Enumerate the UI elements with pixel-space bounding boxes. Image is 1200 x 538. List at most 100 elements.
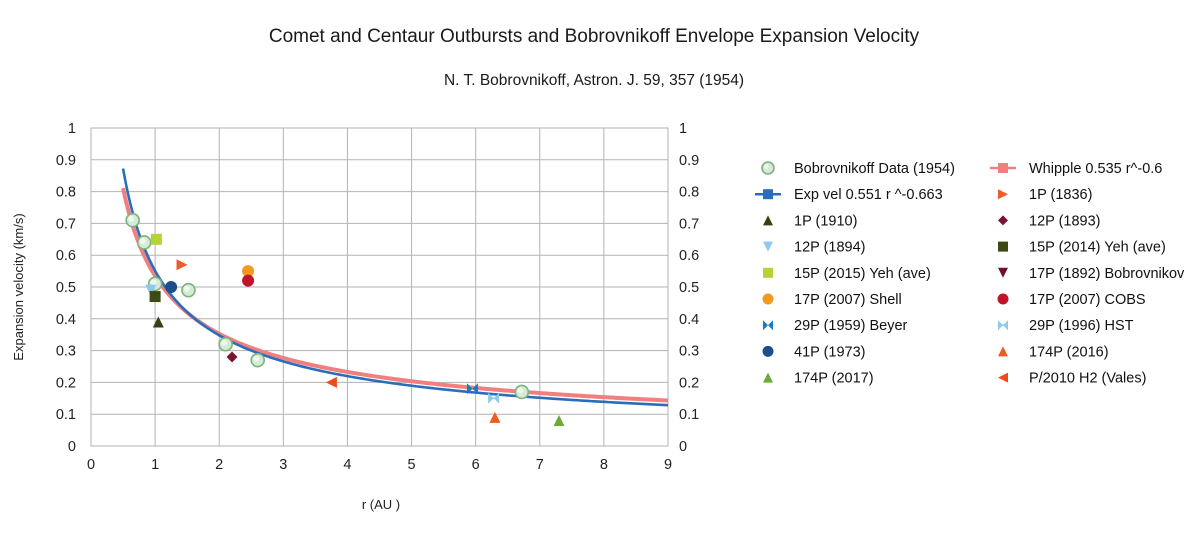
legend-marker — [998, 241, 1008, 252]
y-tick-label-left: 1 — [68, 121, 76, 137]
legend-label: 12P (1893) — [1029, 213, 1100, 229]
legend-marker — [763, 241, 773, 252]
legend-marker — [763, 215, 773, 226]
legend-marker — [998, 267, 1008, 278]
legend-marker — [762, 345, 774, 357]
y-tick-label-right: 0.6 — [679, 248, 699, 264]
x-tick-label: 0 — [87, 457, 95, 473]
legend-label: 17P (1892) Bobrovnikov — [1029, 266, 1185, 282]
legend-label: 1P (1910) — [794, 213, 857, 229]
y-tick-label-left: 0.5 — [56, 280, 76, 296]
legend-item: 1P (1910) — [763, 213, 857, 229]
y-tick-label-left: 0.1 — [56, 407, 76, 423]
legend-label: 29P (1959) Beyer — [794, 318, 908, 334]
legend-item: 15P (2015) Yeh (ave) — [763, 266, 931, 282]
legend-item: Bobrovnikoff Data (1954) — [761, 161, 955, 177]
x-tick-label: 7 — [536, 457, 544, 473]
data-point-0 — [250, 352, 265, 368]
y-tick-label-right: 0.8 — [679, 185, 699, 201]
x-tick-label: 6 — [472, 457, 480, 473]
data-point-17 — [325, 376, 337, 388]
legend-item: 15P (2014) Yeh (ave) — [998, 240, 1166, 256]
legend-label: 12P (1894) — [794, 240, 865, 256]
y-tick-label-left: 0.6 — [56, 248, 76, 264]
legend-label: 17P (2007) Shell — [794, 292, 902, 308]
data-point-10 — [242, 265, 255, 278]
x-tick-label: 3 — [279, 457, 287, 473]
y-tick-label-left: 0.2 — [56, 375, 76, 391]
curve-1 — [121, 187, 669, 403]
legend-item: 174P (2016) — [998, 344, 1109, 360]
data-point-8 — [150, 233, 162, 245]
legend-marker — [998, 320, 1008, 331]
data-point-11 — [242, 274, 255, 287]
legend: Bobrovnikoff Data (1954) Whipple 0.535 r^… — [755, 161, 1185, 387]
legend-marker — [762, 293, 774, 305]
legend-marker — [761, 161, 775, 175]
data-point-0 — [514, 384, 530, 400]
legend-item: 41P (1973) — [762, 344, 865, 360]
y-tick-label-left: 0 — [68, 439, 76, 455]
legend-marker — [998, 372, 1008, 383]
data-point-0 — [125, 212, 140, 228]
legend-item: 17P (2007) Shell — [762, 292, 902, 308]
legend-item: P/2010 H2 (Vales) — [998, 371, 1146, 387]
data-point-0 — [218, 336, 233, 352]
legend-label: Exp vel 0.551 r ^-0.663 — [794, 187, 943, 203]
legend-marker — [998, 346, 1008, 357]
y-tick-label-right: 0.5 — [679, 280, 699, 296]
legend-item: 12P (1893) — [998, 213, 1100, 229]
legend-label: 15P (2014) Yeh (ave) — [1029, 240, 1166, 256]
y-tick-label-right: 0.3 — [679, 344, 699, 360]
data-point-5 — [226, 351, 238, 363]
data-point-7 — [149, 291, 161, 303]
y-tick-label-left: 0.8 — [56, 185, 76, 201]
data-point-3 — [176, 259, 188, 271]
y-tick-label-left: 0.3 — [56, 344, 76, 360]
legend-item: 17P (2007) COBS — [997, 292, 1146, 308]
legend-marker — [763, 189, 773, 200]
legend-marker — [763, 372, 773, 383]
legend-label: 29P (1996) HST — [1029, 318, 1134, 334]
y-tick-label-right: 0.1 — [679, 407, 699, 423]
legend-label: Whipple 0.535 r^-0.6 — [1029, 161, 1162, 177]
legend-item: 174P (2017) — [763, 371, 874, 387]
chart-title: Comet and Centaur Outbursts and Bobrovni… — [269, 26, 920, 47]
data-point-4 — [152, 316, 164, 328]
legend-marker — [998, 163, 1008, 173]
data-point-6 — [145, 284, 157, 296]
legend-marker — [998, 189, 1008, 200]
curve-2 — [121, 168, 669, 407]
x-tick-label: 4 — [343, 457, 351, 473]
fit-curves — [121, 168, 669, 407]
tick-labels: 0 1 2 3 4 5 6 7 8 90 00.1 0.10.2 0.20.3 0.30.4 0.40.5 0… — [56, 121, 699, 473]
legend-item: 29P (1959) Beyer — [763, 318, 908, 334]
legend-marker — [997, 293, 1009, 305]
legend-item: Exp vel 0.551 r ^-0.663 — [755, 187, 943, 203]
plot-frame — [90, 127, 669, 447]
legend-item: 12P (1894) — [763, 240, 865, 256]
data-point-15 — [489, 411, 501, 423]
x-tick-label: 9 — [664, 457, 672, 473]
legend-label: 174P (2016) — [1029, 344, 1109, 360]
legend-marker — [763, 320, 773, 331]
legend-marker — [998, 215, 1008, 226]
legend-item: 1P (1836) — [998, 187, 1092, 203]
data-point-12 — [466, 383, 478, 395]
x-tick-label: 2 — [215, 457, 223, 473]
data-point-0 — [181, 282, 196, 298]
y-tick-label-left: 0.4 — [56, 312, 76, 328]
y-tick-label-left: 0.7 — [56, 216, 76, 232]
legend-label: P/2010 H2 (Vales) — [1029, 371, 1146, 387]
legend-marker — [763, 267, 773, 278]
legend-label: 41P (1973) — [794, 344, 865, 360]
legend-item: Whipple 0.535 r^-0.6 — [990, 161, 1162, 177]
chart-subtitle: N. T. Bobrovnikoff, Astron. J. 59, 357 (… — [444, 72, 744, 89]
legend-item: 29P (1996) HST — [998, 318, 1134, 334]
data-point-13 — [488, 392, 500, 404]
y-tick-label-right: 0.4 — [679, 312, 699, 328]
y-tick-label-right: 0 — [679, 439, 687, 455]
data-point-16 — [553, 415, 565, 427]
y-tick-label-right: 0.9 — [679, 153, 699, 169]
legend-item: 17P (1892) Bobrovnikov — [998, 266, 1185, 282]
